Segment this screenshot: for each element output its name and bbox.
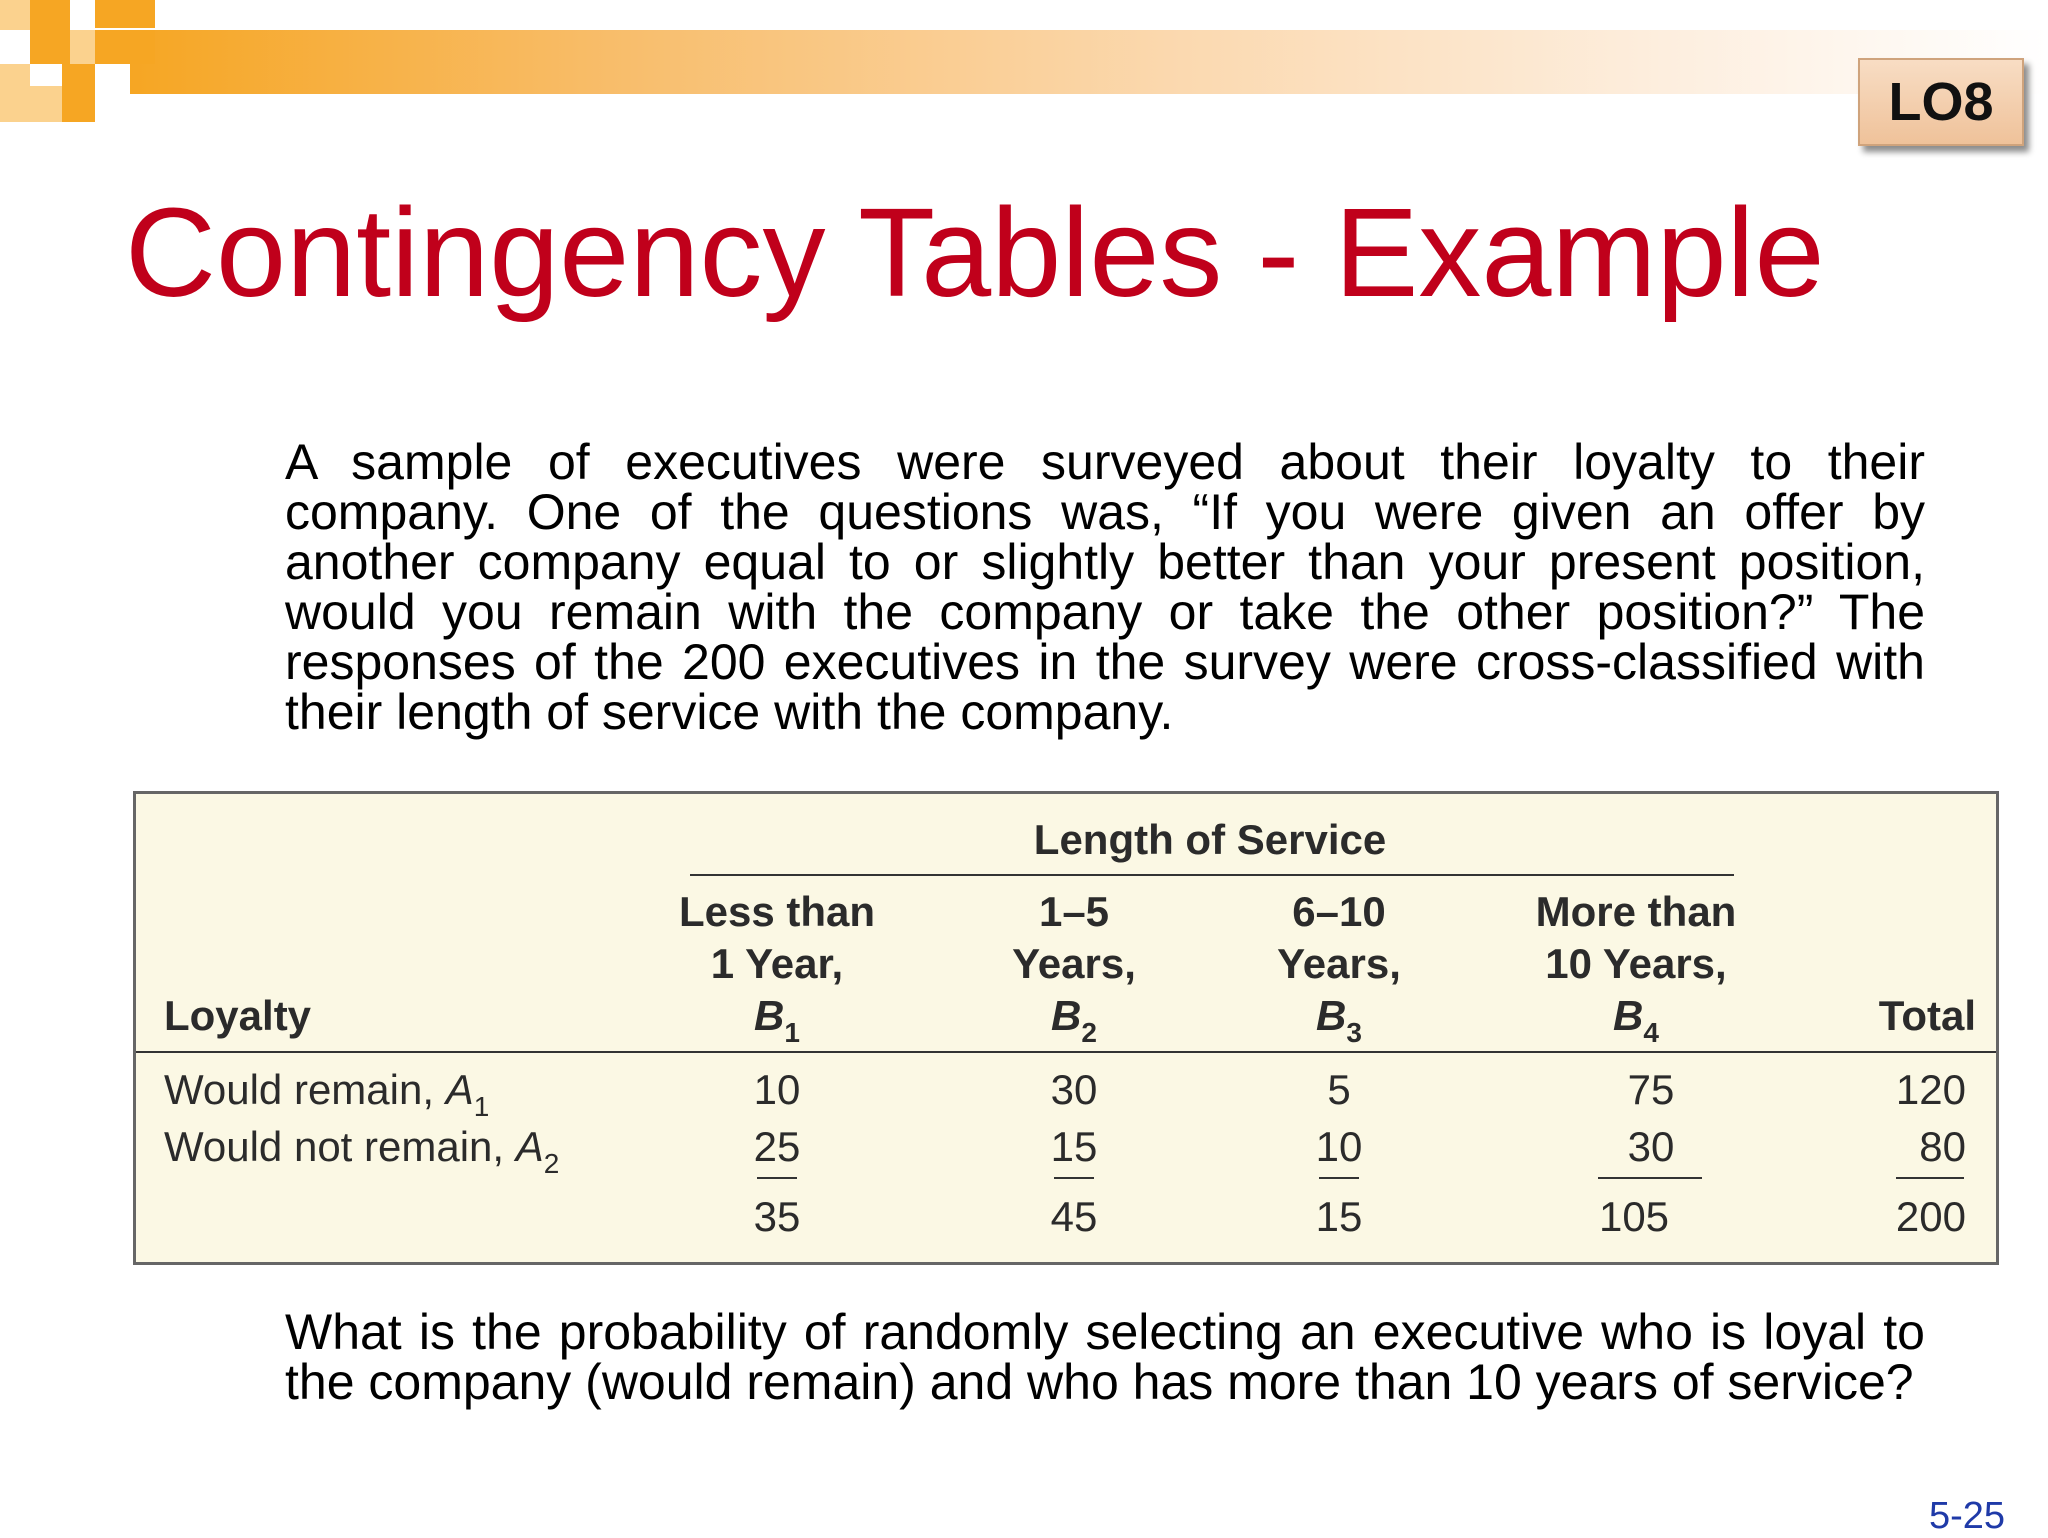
sum-rule (1896, 1177, 1964, 1179)
column-header-b2: 1–5 Years, B2 (1012, 888, 1136, 1048)
column-total: 45 (1050, 1193, 1098, 1240)
header-rule (136, 1051, 1996, 1053)
table-cell: 5 (1327, 1066, 1351, 1113)
corner-logo-squares (0, 0, 160, 125)
grand-total: 200 (1895, 1193, 1966, 1240)
column-total: 15 (1315, 1193, 1363, 1240)
table-cell: 75 (1627, 1066, 1675, 1113)
table-cell: 10 (753, 1066, 801, 1113)
header-gradient-bar (130, 30, 2048, 94)
table-cell: 15 (1050, 1123, 1098, 1170)
sum-rule (1319, 1177, 1359, 1179)
row-total: 120 (1895, 1066, 1966, 1113)
group-header: Length of Service (1033, 816, 1387, 863)
column-header-b3: 6–10 Years, B3 (1277, 888, 1401, 1048)
row-header-loyalty: Loyalty (164, 992, 312, 1039)
sum-rule (1054, 1177, 1094, 1179)
slide-title: Contingency Tables - Example (125, 182, 1825, 323)
sum-rule (1598, 1177, 1702, 1179)
question-paragraph: What is the probability of randomly sele… (285, 1304, 1925, 1410)
column-header-b4: More than 10 Years, B4 (1535, 888, 1737, 1048)
column-total: 105 (1598, 1193, 1670, 1240)
intro-paragraph: A sample of executives were surveyed abo… (285, 434, 1925, 740)
table-cell: 25 (753, 1123, 801, 1170)
contingency-table: Length of Service Less than 1 Year, B1 1… (133, 791, 1999, 1265)
group-header-rule (690, 874, 1734, 876)
row-total: 80 (1919, 1123, 1966, 1170)
page-number: 5-25 (1928, 1495, 2005, 1537)
row-label-would-remain: Would remain, A1 (164, 1066, 490, 1122)
sum-rule (757, 1177, 797, 1179)
row-label-would-not-remain: Would not remain, A2 (164, 1123, 560, 1179)
table-cell: 30 (1050, 1066, 1098, 1113)
learning-objective-badge: LO8 (1858, 58, 2024, 146)
table-cell: 30 (1627, 1123, 1675, 1170)
column-header-total: Total (1878, 992, 1976, 1039)
column-header-b1: Less than 1 Year, B1 (678, 888, 876, 1048)
column-total: 35 (753, 1193, 801, 1240)
table-cell: 10 (1315, 1123, 1363, 1170)
